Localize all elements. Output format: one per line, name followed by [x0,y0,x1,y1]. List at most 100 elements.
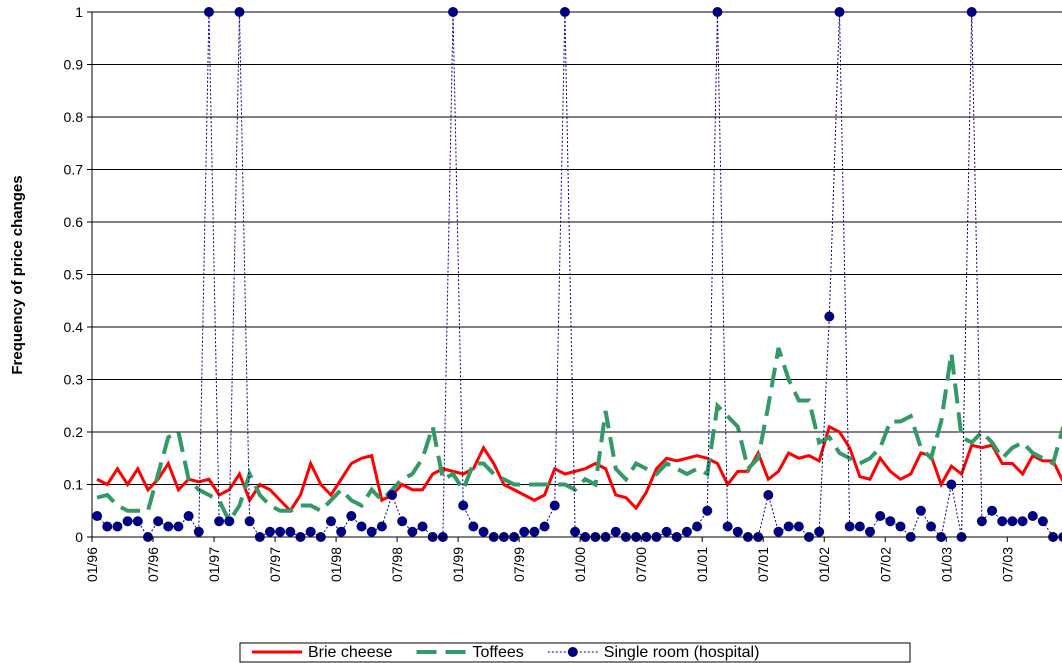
marker [549,500,560,511]
marker [712,7,723,17]
marker [539,521,550,532]
marker [244,516,255,527]
x-tick-label: 01/98 [328,547,344,582]
y-tick-label: 0.8 [64,109,84,125]
marker [102,521,113,532]
marker [844,521,855,532]
x-tick-label: 01/97 [206,547,222,582]
y-axis-title: Frequency of price changes [9,175,26,374]
marker [824,311,835,322]
marker [814,526,825,537]
y-tick-label: 0.3 [64,372,84,388]
x-tick-label: 01/99 [450,547,466,582]
marker [92,511,103,521]
marker [132,516,143,527]
marker [285,526,296,537]
y-tick-label: 1 [75,4,83,20]
marker [732,526,743,537]
marker [681,526,692,537]
marker [559,7,570,17]
x-tick-label: 07/01 [755,547,771,582]
marker [356,521,367,532]
x-tick-label: 07/97 [267,547,283,582]
marker [448,7,459,17]
marker [264,526,275,537]
x-tick-label: 01/03 [938,547,954,582]
x-tick-label: 07/03 [999,547,1015,582]
y-tick-label: 0.9 [64,57,84,73]
marker [915,505,926,516]
x-tick-label: 01/02 [816,547,832,582]
marker [773,526,784,537]
marker [407,526,418,537]
marker [529,526,540,537]
marker [875,511,886,521]
marker [783,521,794,532]
marker [275,526,286,537]
y-tick-label: 0.7 [64,162,84,178]
marker [976,516,987,527]
marker [793,521,804,532]
marker [926,521,937,532]
y-tick-label: 0 [75,529,83,545]
marker [203,7,214,17]
marker [173,521,184,532]
marker [722,521,733,532]
marker [519,526,530,537]
marker [966,7,977,17]
marker [183,511,194,521]
marker [570,526,581,537]
marker [885,516,896,527]
marker [336,526,347,537]
marker [224,516,235,527]
marker [214,516,225,527]
marker [1037,516,1048,527]
marker [1007,516,1018,527]
marker [865,526,876,537]
marker [234,7,245,17]
marker [478,526,489,537]
x-tick-label: 07/00 [633,547,649,582]
marker [112,521,123,532]
legend-marker [567,647,578,657]
marker [1027,511,1038,521]
legend-label: Toffees [473,644,524,661]
marker [376,521,387,532]
marker [997,516,1008,527]
marker [468,521,479,532]
x-tick-label: 07/02 [877,547,893,582]
series-line [96,347,1062,526]
marker [946,479,957,490]
y-tick-label: 0.2 [64,424,84,440]
marker [987,505,998,516]
marker [193,526,204,537]
marker [702,505,713,516]
marker [1017,516,1028,527]
legend-label: Brie cheese [308,644,393,661]
marker [305,526,316,537]
marker [763,490,774,500]
y-tick-label: 0.4 [64,319,84,335]
marker [397,516,408,527]
marker [692,521,703,532]
marker [458,500,469,511]
marker [610,526,621,537]
x-tick-label: 07/99 [511,547,527,582]
marker [661,526,672,537]
legend: Brie cheese Toffees Single room (hospital) [239,642,911,663]
x-tick-label: 01/00 [572,547,588,582]
marker [854,521,865,532]
marker [895,521,906,532]
x-tick-label: 07/98 [389,547,405,582]
x-tick-label: 07/96 [145,547,161,582]
marker [346,511,357,521]
legend-label: Single room (hospital) [604,644,760,661]
marker [153,516,164,527]
marker [122,516,133,527]
marker [387,490,398,500]
x-tick-label: 01/01 [694,547,710,582]
marker [163,521,174,532]
marker [417,521,428,532]
marker [366,526,377,537]
